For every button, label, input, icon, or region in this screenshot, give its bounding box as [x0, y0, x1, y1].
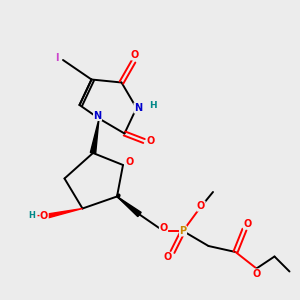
Text: O: O [131, 50, 139, 60]
Text: H: H [28, 212, 35, 220]
Text: O: O [125, 157, 134, 167]
Text: O: O [253, 269, 261, 279]
Text: O: O [159, 223, 168, 233]
Text: O: O [243, 219, 252, 229]
Text: N: N [93, 110, 102, 121]
Text: H: H [149, 100, 157, 109]
Polygon shape [117, 196, 141, 217]
Polygon shape [40, 208, 82, 220]
Text: O: O [40, 211, 48, 221]
Text: P: P [179, 226, 187, 236]
Text: O: O [146, 136, 155, 146]
Text: N: N [134, 103, 142, 113]
Text: I: I [55, 53, 58, 64]
Text: O: O [197, 201, 205, 211]
Text: O: O [164, 252, 172, 262]
Text: -: - [36, 211, 40, 221]
Polygon shape [90, 118, 99, 154]
